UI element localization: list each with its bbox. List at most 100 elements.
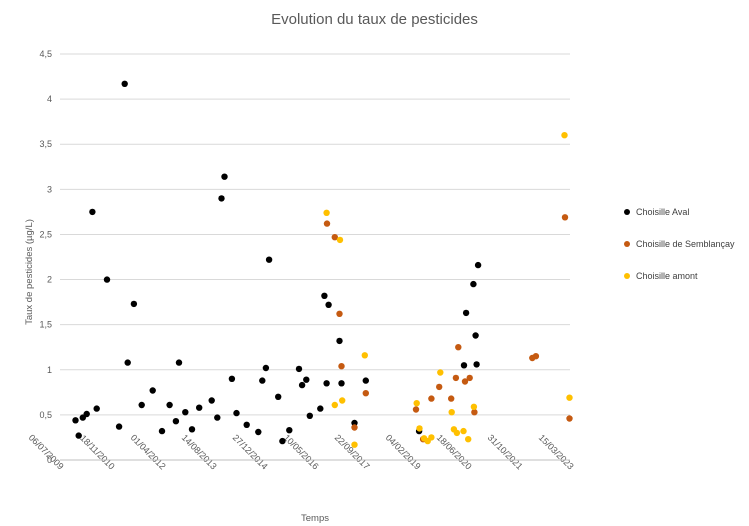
data-point-choisille-aval <box>286 427 293 434</box>
data-point-choisille-aval <box>93 405 100 412</box>
data-point-choisille-amont <box>437 369 444 376</box>
y-tick-label: 1,5 <box>39 320 52 330</box>
data-point-choisille-de-semblancay <box>362 390 369 397</box>
y-tick-label: 4,5 <box>39 49 52 59</box>
data-point-choisille-aval <box>124 359 131 366</box>
data-point-choisille-de-semblancay <box>471 409 478 416</box>
data-point-choisille-de-semblancay <box>436 383 443 391</box>
data-point-choisille-amont <box>561 132 568 139</box>
x-tick-label: 06/07/2009 <box>27 432 66 471</box>
data-point-choisille-de-semblancay <box>412 406 420 413</box>
legend-item-choisille-de-semblancay: Choisille de Semblançay <box>624 236 735 252</box>
data-point-choisille-aval <box>130 300 138 308</box>
data-point-choisille-aval <box>462 309 470 317</box>
data-point-choisille-amont <box>323 209 330 216</box>
data-point-choisille-amont <box>351 441 358 448</box>
data-point-choisille-aval <box>172 418 180 425</box>
data-point-choisille-aval <box>275 393 282 400</box>
x-tick-label: 27/12/2014 <box>231 432 270 471</box>
y-tick-label: 0 <box>47 455 52 465</box>
data-point-choisille-amont <box>361 352 368 359</box>
data-point-choisille-aval <box>166 401 173 409</box>
data-point-choisille-de-semblancay <box>452 374 460 382</box>
data-point-choisille-de-semblancay <box>466 374 473 382</box>
data-point-choisille-aval <box>75 432 82 439</box>
data-point-choisille-amont <box>465 436 472 443</box>
data-point-choisille-amont <box>336 236 344 244</box>
data-point-choisille-de-semblancay <box>338 363 345 370</box>
data-point-choisille-aval <box>295 365 303 373</box>
data-point-choisille-aval <box>233 409 240 417</box>
data-point-choisille-aval <box>182 409 189 416</box>
legend-item-choisille-amont: Choisille amont <box>624 268 735 284</box>
y-tick-label: 2,5 <box>39 229 52 239</box>
y-axis-title: Taux de pesticides (µg/L) <box>24 219 35 325</box>
data-point-choisille-aval <box>298 381 306 389</box>
gridlines <box>60 53 570 416</box>
data-point-choisille-amont <box>331 401 338 409</box>
data-point-choisille-aval <box>259 377 266 384</box>
data-point-choisille-amont <box>428 434 435 441</box>
data-point-choisille-amont <box>448 409 455 416</box>
data-point-choisille-aval <box>303 376 310 383</box>
legend-marker-icon <box>624 273 630 279</box>
data-point-choisille-amont <box>413 400 420 407</box>
y-tick-label: 2 <box>47 275 52 285</box>
data-point-choisille-de-semblancay <box>561 214 569 221</box>
y-tick-label: 4 <box>47 94 52 104</box>
data-point-choisille-aval <box>196 404 203 411</box>
y-tick-label: 3 <box>47 184 52 194</box>
data-point-choisille-aval <box>138 401 145 409</box>
y-tick-label: 0,5 <box>39 410 52 420</box>
data-point-choisille-aval <box>72 417 79 424</box>
data-point-choisille-aval <box>115 423 123 430</box>
data-point-choisille-aval <box>83 410 90 418</box>
data-point-choisille-aval <box>362 377 369 384</box>
data-point-choisille-de-semblancay <box>336 310 343 317</box>
x-tick-label: 14/08/2013 <box>180 432 219 471</box>
data-point-choisille-de-semblancay <box>455 344 462 351</box>
data-point-choisille-amont <box>339 397 346 404</box>
x-tick-label: 10/05/2016 <box>282 432 321 471</box>
data-point-choisille-aval <box>323 380 330 387</box>
data-point-choisille-aval <box>265 256 273 263</box>
data-point-choisille-aval <box>262 364 270 372</box>
data-point-choisille-aval <box>175 359 183 366</box>
data-point-choisille-amont <box>416 425 423 432</box>
data-point-choisille-aval <box>214 414 221 421</box>
x-tick-label: 22/09/2017 <box>333 432 372 471</box>
data-point-choisille-aval <box>158 427 166 435</box>
legend-label: Choisille de Semblançay <box>636 239 735 249</box>
data-point-choisille-aval <box>243 421 250 428</box>
legend-label: Choisille Aval <box>636 207 690 217</box>
data-point-choisille-aval <box>460 362 468 369</box>
data-point-choisille-aval <box>472 332 479 339</box>
data-point-choisille-aval <box>279 437 286 445</box>
y-tick-label: 1 <box>47 365 52 375</box>
data-point-choisille-aval <box>338 380 345 387</box>
data-point-choisille-aval <box>103 276 111 283</box>
data-points <box>72 80 573 448</box>
data-point-choisille-aval <box>149 387 156 394</box>
x-tick-label: 01/04/2012 <box>129 432 168 471</box>
data-point-choisille-aval <box>351 419 358 427</box>
data-point-choisille-amont <box>566 394 573 401</box>
data-point-choisille-aval <box>336 337 343 345</box>
data-point-choisille-aval <box>221 173 228 180</box>
x-axis-title: Temps <box>301 513 329 524</box>
data-point-choisille-aval <box>188 426 196 433</box>
data-point-choisille-de-semblancay <box>351 424 358 431</box>
data-point-choisille-aval <box>255 428 262 436</box>
chart-title: Evolution du taux de pesticides <box>271 11 478 28</box>
data-point-choisille-aval <box>306 412 313 419</box>
data-point-choisille-amont <box>470 403 478 410</box>
data-point-choisille-aval <box>474 261 482 269</box>
data-point-choisille-aval <box>473 361 480 368</box>
y-axis-ticks: 0 0,5 1 1,5 2 2,5 3 3,5 4 4,5 <box>39 49 52 465</box>
x-tick-label: 15/03/2023 <box>537 432 576 471</box>
x-tick-label: 04/02/2019 <box>384 432 423 471</box>
x-tick-label: 31/10/2021 <box>486 432 525 471</box>
legend-item-choisille-aval: Choisille Aval <box>624 204 735 220</box>
x-tick-label: 18/11/2010 <box>78 433 116 471</box>
